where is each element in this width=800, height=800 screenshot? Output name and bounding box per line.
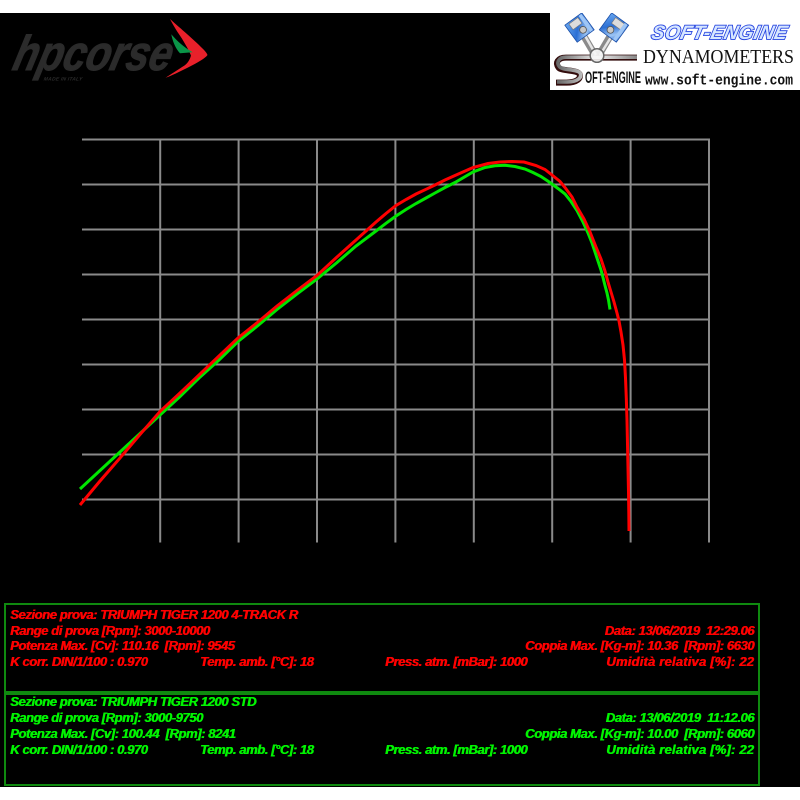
- svg-text:www.soft-engine.com: www.soft-engine.com: [645, 73, 793, 90]
- svg-text:MADE IN ITALY: MADE IN ITALY: [43, 77, 83, 83]
- svg-text:SOFT-ENGINE: SOFT-ENGINE: [649, 22, 790, 44]
- svg-text:hpcorse: hpcorse: [8, 26, 180, 81]
- svg-text:OFT-ENGINE: OFT-ENGINE: [585, 69, 641, 87]
- svg-text:DYNAMOMETERS: DYNAMOMETERS: [643, 46, 794, 68]
